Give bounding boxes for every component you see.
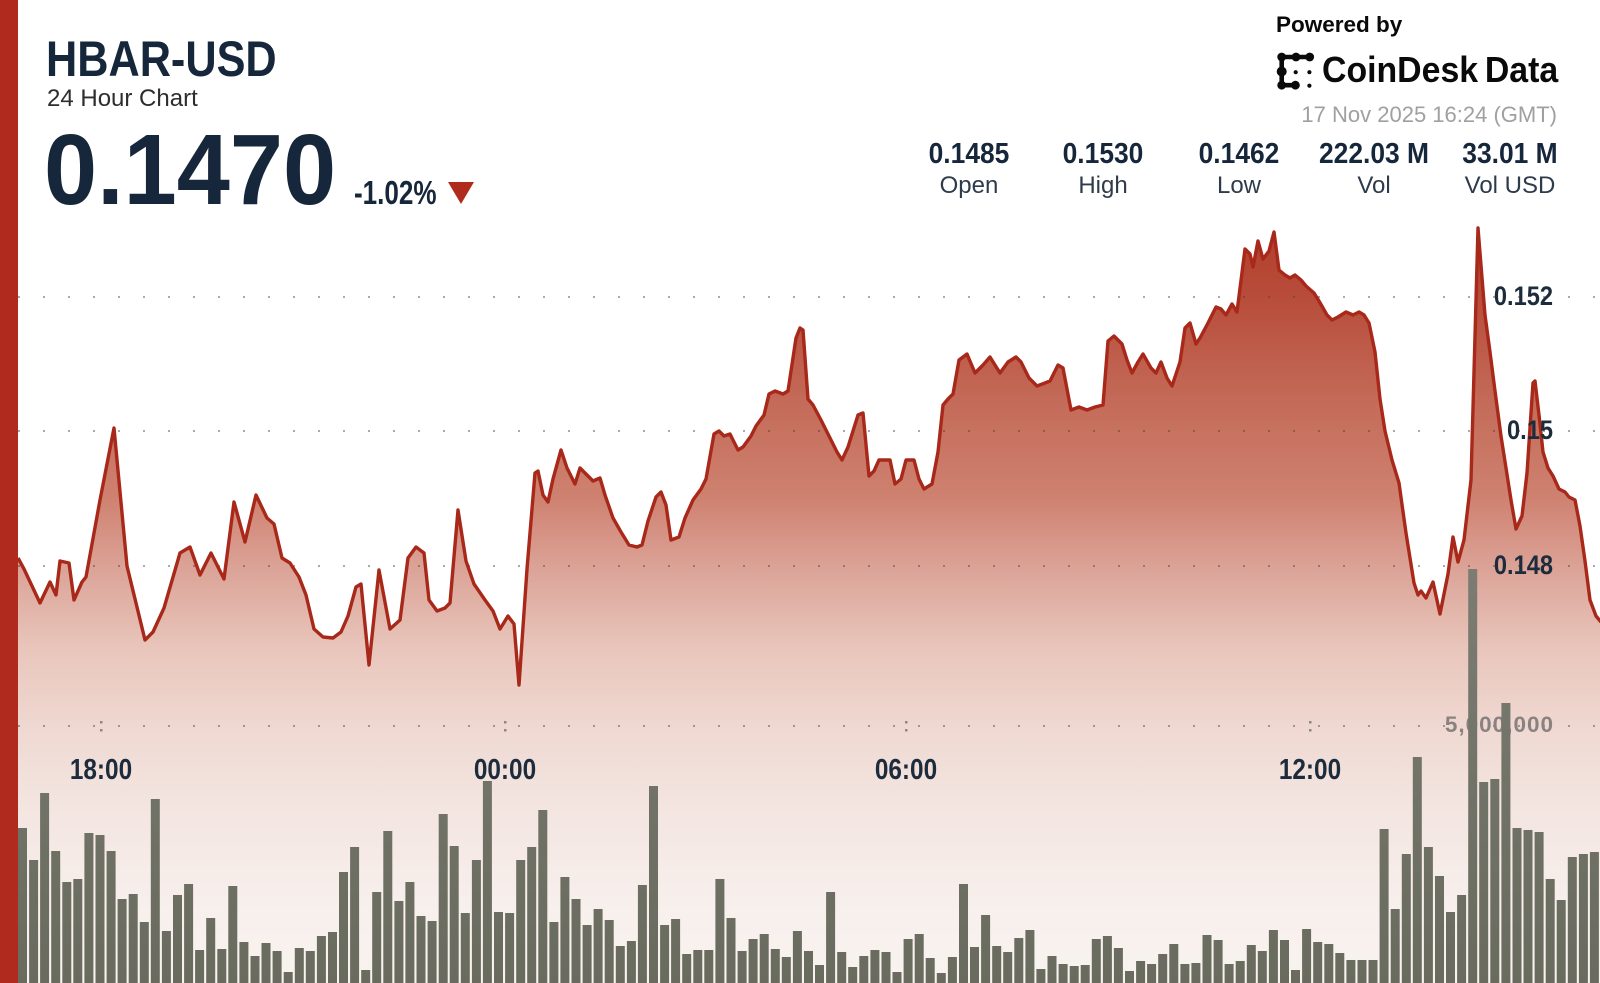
svg-text:5,000,000: 5,000,000 <box>1445 712 1554 737</box>
